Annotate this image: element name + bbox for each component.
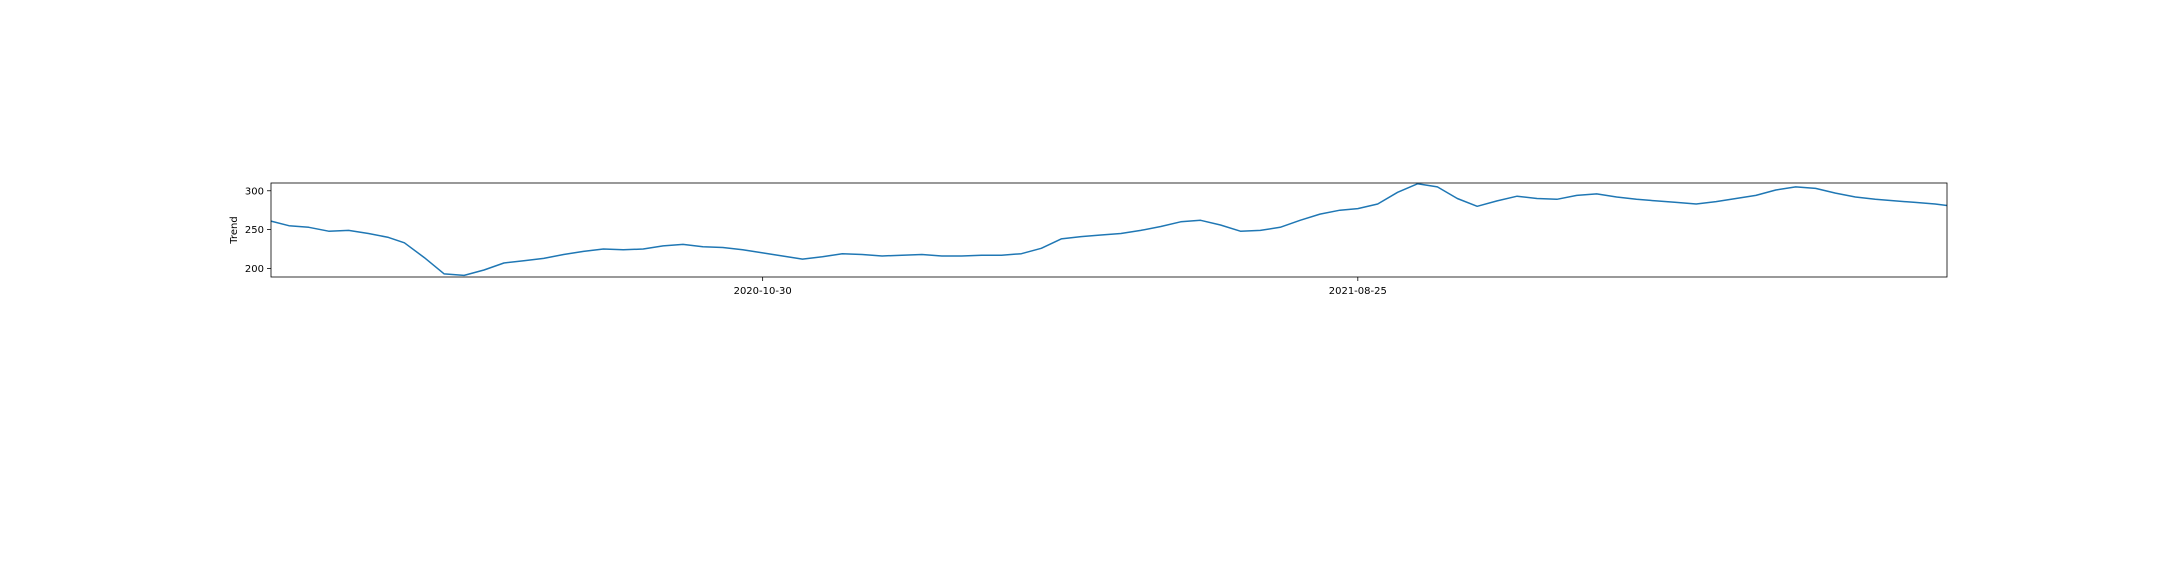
y-axis: 200 250 300: [245, 186, 271, 275]
y-axis-label: Trend: [229, 216, 240, 244]
series-line-layer: [270, 183, 1948, 277]
plot-area: [271, 183, 1947, 277]
y-tick-label: 250: [245, 225, 264, 236]
y-tick-label: 300: [245, 186, 264, 197]
x-axis: 2020-10-30 2021-08-25: [734, 277, 1387, 297]
y-tick-label: 200: [245, 264, 264, 275]
x-tick-label: 2020-10-30: [734, 286, 792, 297]
x-tick-label: 2021-08-25: [1329, 286, 1387, 297]
series-line-0: [270, 183, 1948, 277]
